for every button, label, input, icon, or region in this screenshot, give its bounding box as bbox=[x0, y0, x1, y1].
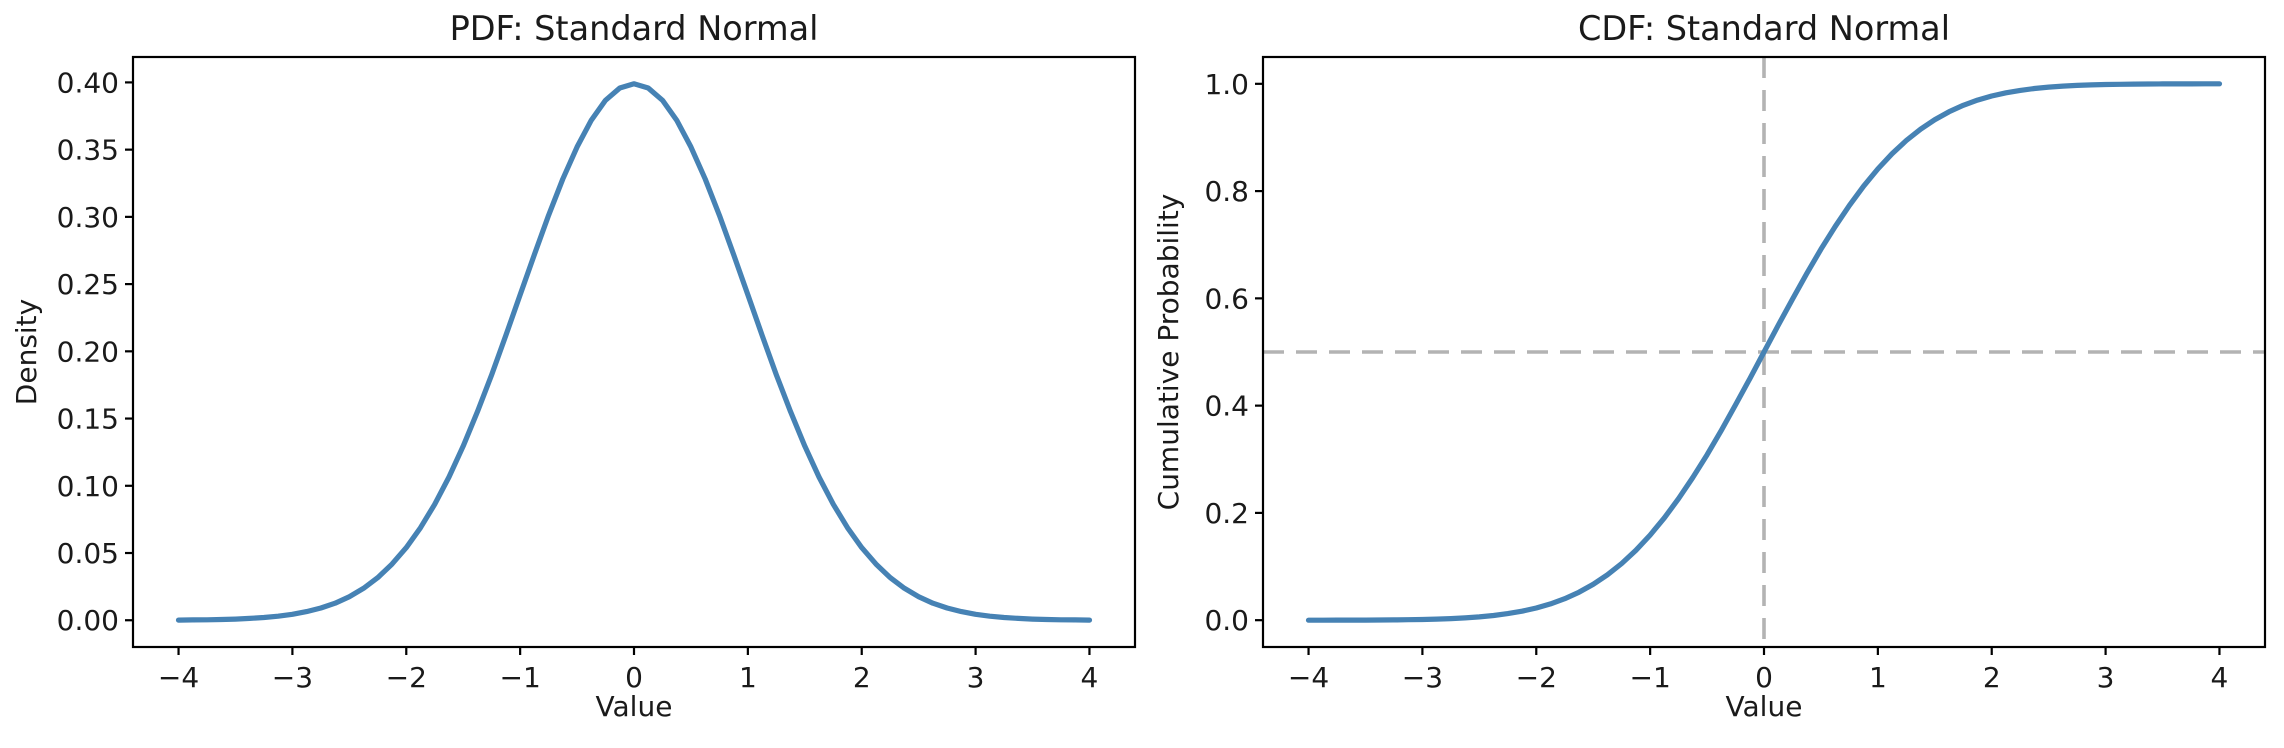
cdf-xtick-label: 3 bbox=[2097, 661, 2115, 694]
pdf-ytick-label: 0.20 bbox=[57, 335, 119, 368]
cdf-xtick-label: −4 bbox=[1288, 661, 1329, 694]
pdf-ytick-label: 0.10 bbox=[57, 470, 119, 503]
pdf-xtick-label: −4 bbox=[158, 661, 199, 694]
cdf-xtick-label: −1 bbox=[1629, 661, 1670, 694]
pdf-xtick-label: −1 bbox=[499, 661, 540, 694]
pdf-series-line bbox=[175, 81, 1093, 623]
cdf-xlabel: Value bbox=[1726, 690, 1803, 723]
cdf-xtick-label: 2 bbox=[1983, 661, 2001, 694]
cdf-ytick-label: 0.4 bbox=[1204, 390, 1249, 423]
cdf-xtick-label: 1 bbox=[1869, 661, 1887, 694]
pdf-ytick-label: 0.00 bbox=[57, 604, 119, 637]
cdf-xtick-label: −3 bbox=[1402, 661, 1443, 694]
pdf-ytick-label: 0.15 bbox=[57, 403, 119, 436]
pdf-ytick-label: 0.35 bbox=[57, 134, 119, 167]
pdf-xtick-label: 2 bbox=[853, 661, 871, 694]
cdf-xtick-label: −2 bbox=[1516, 661, 1557, 694]
pdf-spines bbox=[131, 55, 1137, 649]
pdf-xtick-label: 4 bbox=[1081, 661, 1099, 694]
cdf-series-line bbox=[1305, 81, 2223, 623]
cdf-ytick-label: 1.0 bbox=[1204, 68, 1249, 101]
cdf-xtick-label: 4 bbox=[2211, 661, 2229, 694]
pdf-title: PDF: Standard Normal bbox=[450, 9, 819, 48]
pdf-xtick-label: −3 bbox=[272, 661, 313, 694]
pdf-ylabel: Density bbox=[10, 299, 43, 405]
cdf-ytick-label: 0.6 bbox=[1204, 282, 1249, 315]
pdf-chart: −4 −3 −2 −1 0 1 2 3 4 0.00 0.05 0.10 0.15 0.20 0.25 0.3… bbox=[10, 9, 1137, 723]
cdf-xtick-label: 0 bbox=[1755, 661, 1773, 694]
cdf-chart: −4 −3 −2 −1 0 1 2 3 4 0.0 0.2 0.4 0.6 0.8 1.0 CDF: Stan… bbox=[1152, 9, 2267, 723]
pdf-ytick-label: 0.05 bbox=[57, 537, 119, 570]
pdf-xtick-label: 3 bbox=[967, 661, 985, 694]
pdf-xtick-label: −2 bbox=[386, 661, 427, 694]
pdf-xtick-label: 0 bbox=[625, 661, 643, 694]
pdf-ytick-label: 0.30 bbox=[57, 201, 119, 234]
cdf-ylabel: Cumulative Probability bbox=[1152, 194, 1185, 511]
pdf-ytick-label: 0.40 bbox=[57, 66, 119, 99]
cdf-ytick-label: 0.8 bbox=[1204, 175, 1249, 208]
cdf-ytick-label: 0.0 bbox=[1204, 604, 1249, 637]
cdf-title: CDF: Standard Normal bbox=[1578, 9, 1950, 48]
pdf-xlabel: Value bbox=[596, 690, 673, 723]
cdf-ytick-label: 0.2 bbox=[1204, 497, 1249, 530]
pdf-xtick-label: 1 bbox=[739, 661, 757, 694]
pdf-ytick-label: 0.25 bbox=[57, 268, 119, 301]
